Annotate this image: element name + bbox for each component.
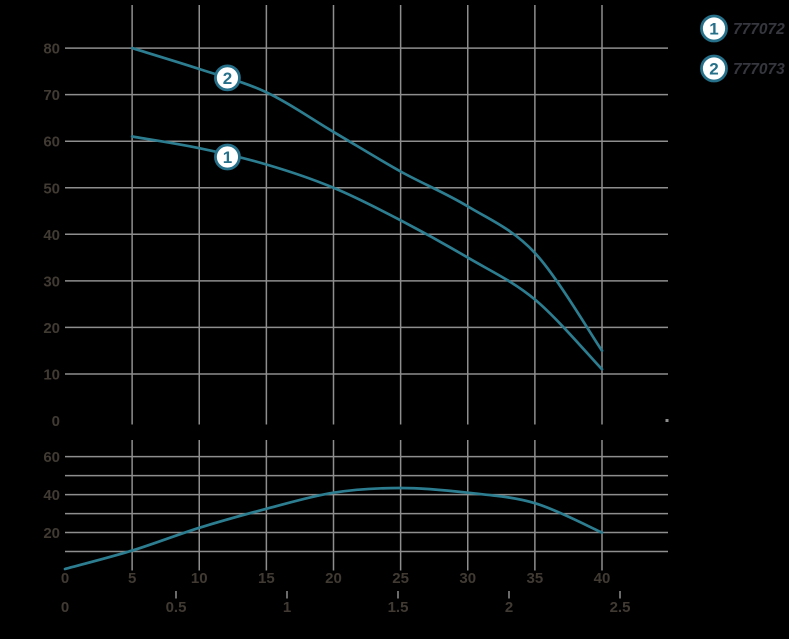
x2-tick-label: 2.5 <box>610 599 631 616</box>
y-tick-label: 80 <box>43 41 60 58</box>
curve-marker-number: 1 <box>223 148 232 167</box>
axis-end-mark <box>665 419 669 422</box>
y-tick-label: 40 <box>43 487 60 504</box>
y-tick-label: 60 <box>43 134 60 151</box>
legend-marker-number: 1 <box>709 20 718 39</box>
legend-item-777072: 1 777072 <box>700 14 785 43</box>
x-tick-label: 30 <box>459 570 476 587</box>
head-curve-777073 <box>130 46 604 353</box>
x-tick-label: 0 <box>61 570 69 587</box>
y-tick-label: 10 <box>43 366 60 383</box>
x-tick-label: 10 <box>191 570 208 587</box>
x2-tick-label: 0.5 <box>166 599 187 616</box>
circled-number-icon <box>700 54 728 83</box>
legend-item-label: 777072 <box>733 21 785 38</box>
legend: 1 777072 2 777073 <box>700 14 785 83</box>
x-tick-label: 5 <box>128 570 136 587</box>
legend-item-777073: 2 777073 <box>700 54 785 83</box>
legend-marker-number: 2 <box>709 60 718 79</box>
circled-number-icon <box>700 14 728 43</box>
y-tick-label: 70 <box>43 87 60 104</box>
x-tick-label: 25 <box>392 570 409 587</box>
x2-tick-label: 2 <box>505 599 513 616</box>
legend-item-label: 777073 <box>733 61 785 78</box>
x-tick-label: 15 <box>258 570 275 587</box>
x-tick-label: 40 <box>594 570 611 587</box>
x2-tick-label: 1 <box>283 599 291 616</box>
curve-marker-icon <box>214 64 241 92</box>
x-tick-label: 20 <box>325 570 342 587</box>
x-tick-label: 35 <box>527 570 544 587</box>
y-tick-label: 50 <box>43 180 60 197</box>
curve-marker-number: 2 <box>223 69 232 88</box>
x2-tick-label: 1.5 <box>388 599 409 616</box>
y-tick-label: 60 <box>43 449 60 466</box>
y-tick-label: 40 <box>43 227 60 244</box>
head-curve-777072 <box>130 135 604 371</box>
efficiency-curve <box>63 486 604 571</box>
curve-marker-icon <box>214 143 241 171</box>
y-tick-label: 30 <box>43 273 60 290</box>
y-tick-label: 0 <box>52 413 60 430</box>
y-tick-label: 20 <box>43 320 60 337</box>
y-tick-label: 20 <box>43 525 60 542</box>
x2-tick-label: 0 <box>61 599 69 616</box>
